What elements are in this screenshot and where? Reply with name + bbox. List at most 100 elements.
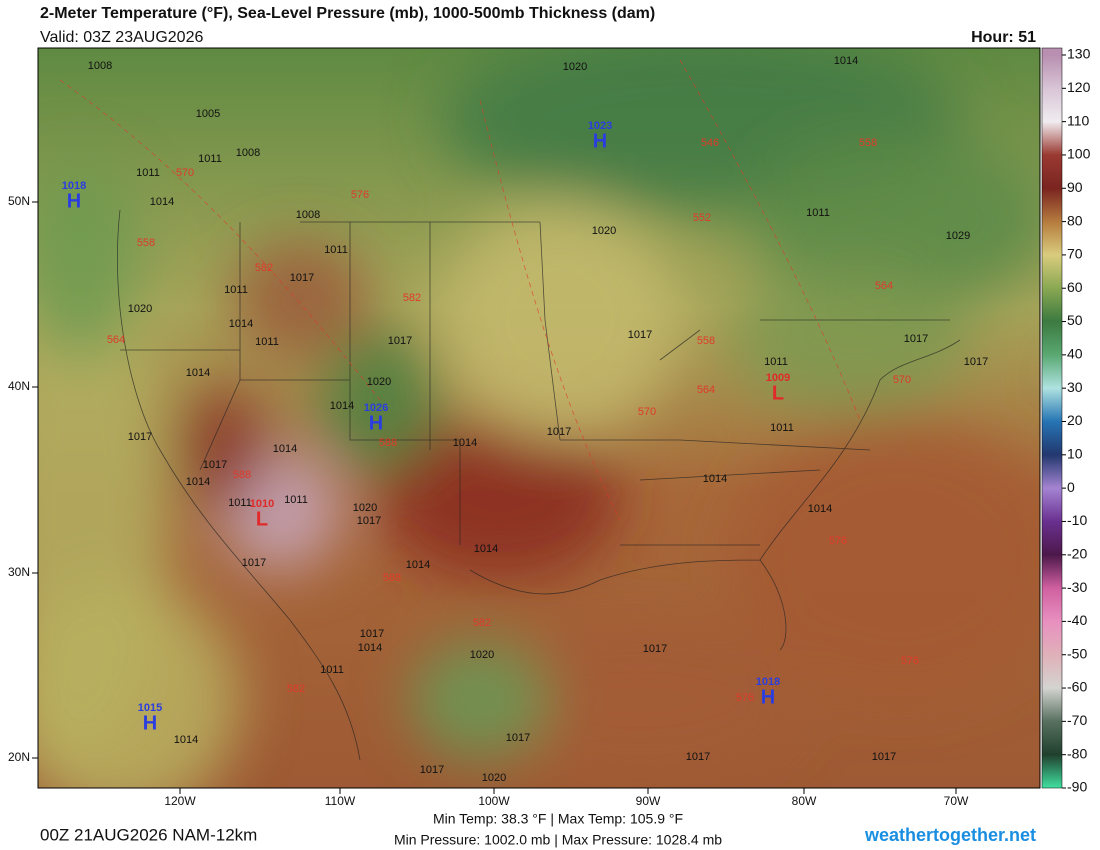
center-symbol: H bbox=[67, 190, 81, 212]
center-symbol: L bbox=[256, 508, 268, 530]
pressure-label: 1014 bbox=[150, 196, 174, 208]
pressure-label: 1020 bbox=[563, 61, 587, 73]
pressure-label: 1014 bbox=[474, 543, 498, 555]
pressure-label: 1020 bbox=[353, 502, 377, 514]
center-symbol: H bbox=[593, 130, 607, 152]
pressure-label: 1017 bbox=[357, 515, 381, 527]
pressure-label: 1017 bbox=[203, 459, 227, 471]
pressure-label: 1014 bbox=[186, 367, 210, 379]
pressure-label: 1017 bbox=[964, 356, 988, 368]
pressure-label: 1017 bbox=[547, 426, 571, 438]
thickness-label: 582 bbox=[255, 262, 273, 274]
pressure-label: 1017 bbox=[420, 764, 444, 776]
colorbar-label: 60 bbox=[1067, 279, 1083, 295]
pressure-label: 1011 bbox=[255, 336, 279, 348]
colorbar-label: -30 bbox=[1067, 579, 1087, 595]
pressure-label: 1017 bbox=[360, 628, 384, 640]
pressure-label: 1011 bbox=[770, 422, 794, 434]
pressure-label: 1014 bbox=[174, 734, 198, 746]
thickness-label: 558 bbox=[137, 237, 155, 249]
colorbar-label: 30 bbox=[1067, 379, 1083, 395]
thickness-label: 570 bbox=[638, 406, 656, 418]
site-name: weathertogether.net bbox=[864, 825, 1036, 845]
pressure-label: 1017 bbox=[872, 751, 896, 763]
pressure-label: 1029 bbox=[946, 230, 970, 242]
temperature-blob bbox=[480, 620, 800, 780]
temperature-blob bbox=[410, 640, 550, 760]
pressure-label: 1017 bbox=[388, 335, 412, 347]
lat-label: 50N bbox=[8, 194, 30, 208]
colorbar bbox=[1041, 47, 1063, 789]
thickness-label: 576 bbox=[736, 692, 754, 704]
colorbar-label: -10 bbox=[1067, 512, 1087, 528]
colorbar-label: -80 bbox=[1067, 745, 1087, 761]
thickness-label: 588 bbox=[383, 572, 401, 584]
temperature-blob bbox=[730, 270, 970, 410]
temperature-blob bbox=[38, 580, 240, 788]
colorbar-label: 10 bbox=[1067, 446, 1083, 462]
lon-label: 110W bbox=[325, 794, 356, 808]
pressure-label: 1011 bbox=[228, 497, 252, 509]
pressure-label: 1020 bbox=[367, 376, 391, 388]
thickness-label: 558 bbox=[859, 137, 877, 149]
thickness-label: 564 bbox=[875, 280, 893, 292]
temperature-blob bbox=[380, 420, 620, 580]
map-frame bbox=[37, 47, 1041, 789]
thickness-label: 582 bbox=[287, 683, 305, 695]
temperature-blob bbox=[38, 160, 140, 360]
forecast-hour: Hour: 51 bbox=[971, 29, 1036, 46]
thickness-label: 564 bbox=[697, 384, 715, 396]
center-symbol: L bbox=[772, 382, 784, 404]
center-symbol: H bbox=[369, 412, 383, 434]
thickness-label: 576 bbox=[829, 535, 847, 547]
thickness-label: 546 bbox=[701, 137, 719, 149]
pressure-label: 1008 bbox=[88, 60, 112, 72]
center-pressure: 1018 bbox=[756, 676, 780, 688]
center-symbol: H bbox=[143, 712, 157, 734]
colorbar-label: -50 bbox=[1067, 645, 1087, 661]
pressure-label: 1005 bbox=[196, 108, 220, 120]
center-pressure: 1018 bbox=[62, 180, 86, 192]
pressure-label: 1008 bbox=[236, 147, 260, 159]
pressure-label: 1011 bbox=[224, 284, 248, 296]
colorbar-label: 20 bbox=[1067, 412, 1083, 428]
colorbar-label: 50 bbox=[1067, 312, 1083, 328]
pressure-label: 1014 bbox=[358, 642, 382, 654]
model-run: 00Z 21AUG2026 NAM-12km bbox=[40, 825, 257, 844]
colorbar-label: 90 bbox=[1067, 179, 1083, 195]
pressure-label: 1014 bbox=[406, 559, 430, 571]
pressure-label: 1017 bbox=[904, 333, 928, 345]
thickness-label: 588 bbox=[233, 469, 251, 481]
boundaries bbox=[59, 59, 961, 761]
pressure-label: 1011 bbox=[198, 153, 222, 165]
temperature-shading bbox=[38, 48, 1040, 788]
thickness-label: 576 bbox=[901, 655, 919, 667]
colorbar-label: 80 bbox=[1067, 212, 1083, 228]
map-area: 1008100510081011101110141008101110171011… bbox=[38, 48, 1040, 788]
colorbar-label: 110 bbox=[1067, 112, 1090, 128]
lat-label: 40N bbox=[8, 379, 30, 393]
thickness-label: 582 bbox=[403, 292, 421, 304]
thickness-contours bbox=[59, 59, 861, 521]
pressure-label: 1014 bbox=[703, 473, 727, 485]
lon-label: 120W bbox=[164, 794, 196, 808]
pressure-label: 1014 bbox=[453, 437, 477, 449]
lon-label: 100W bbox=[478, 794, 510, 808]
temperature-blob bbox=[170, 390, 270, 510]
colorbar-label: -90 bbox=[1067, 779, 1087, 795]
lon-label: 70W bbox=[944, 794, 969, 808]
pressure-label: 1017 bbox=[128, 431, 152, 443]
thickness-label: 582 bbox=[473, 617, 491, 629]
map-labels: 1008100510081011101110141008101110171011… bbox=[62, 55, 988, 784]
state-borders bbox=[120, 221, 950, 546]
pressure-label: 1014 bbox=[186, 476, 210, 488]
pressure-label: 1017 bbox=[628, 329, 652, 341]
colorbar-label: 130 bbox=[1067, 46, 1091, 62]
temperature-blob bbox=[750, 130, 1040, 310]
center-pressure: 1015 bbox=[138, 702, 162, 714]
thickness-label: 564 bbox=[107, 334, 125, 346]
colorbar-label: 100 bbox=[1067, 146, 1091, 162]
colorbar-label: 70 bbox=[1067, 246, 1083, 262]
pressure-label: 1020 bbox=[128, 303, 152, 315]
